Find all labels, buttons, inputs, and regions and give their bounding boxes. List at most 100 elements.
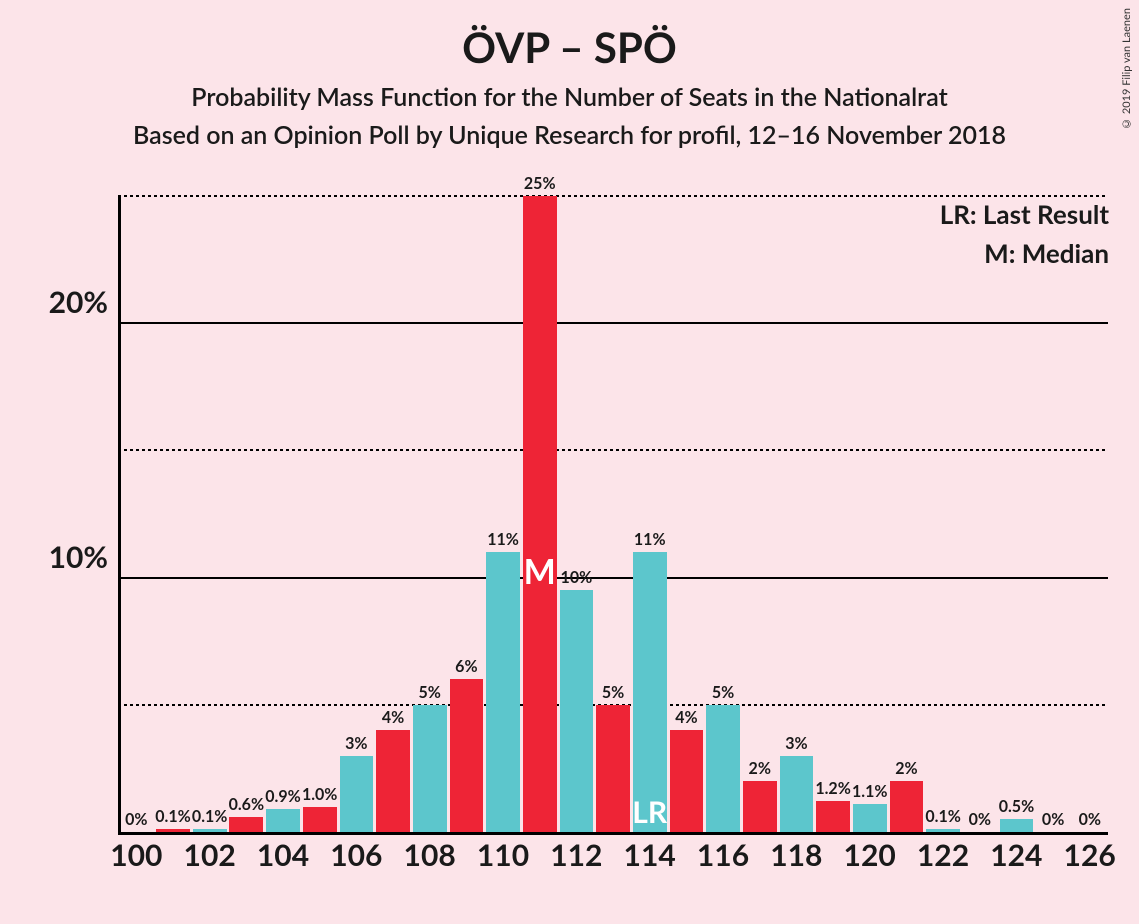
bar-value-label: 3% xyxy=(345,734,367,753)
bar: 3% xyxy=(340,756,374,832)
bar-slot: 5% xyxy=(411,196,448,832)
x-tick-label: 118 xyxy=(770,837,822,873)
x-tick-label: 126 xyxy=(1064,837,1116,873)
x-tick-label: 122 xyxy=(917,837,969,873)
bar-slot: 0% xyxy=(1035,196,1072,832)
bar-value-label: 0.6% xyxy=(229,795,264,814)
chart-title: ÖVP – SPÖ xyxy=(0,22,1139,72)
last-result-marker: LR xyxy=(632,794,667,830)
plot-area: 10%20% 0%0.1%0.1%0.6%0.9%1.0%3%4%5%6%11%… xyxy=(118,195,1108,835)
bar-slot: 11% xyxy=(485,196,522,832)
bar: 1.2% xyxy=(816,801,850,832)
bar: 5% xyxy=(596,705,630,832)
bar-slot: 0.1% xyxy=(191,196,228,832)
bar: 11%LR xyxy=(633,552,667,832)
bar-slot: 3% xyxy=(338,196,375,832)
bar: 6% xyxy=(450,679,484,832)
bar-slot: 4% xyxy=(668,196,705,832)
x-tick-label: 108 xyxy=(404,837,456,873)
bar-slot: 11% LR xyxy=(631,196,668,832)
bar: 25%M xyxy=(523,196,557,832)
bar: 2% xyxy=(890,781,924,832)
bar-value-label: 2% xyxy=(749,759,771,778)
bar-value-label: 4% xyxy=(382,708,404,727)
bar-slot: 0.6% xyxy=(228,196,265,832)
bar-value-label: 11% xyxy=(487,530,519,549)
bar-value-label: 3% xyxy=(785,734,807,753)
bar-value-label: 11% xyxy=(634,530,666,549)
bar: 0.9% xyxy=(266,809,300,832)
chart-titles: ÖVP – SPÖ Probability Mass Function for … xyxy=(0,0,1139,150)
bar-slot: 0% xyxy=(961,196,998,832)
bar-slot: 1.1% xyxy=(851,196,888,832)
x-tick-label: 112 xyxy=(550,837,602,873)
x-axis xyxy=(118,832,1108,835)
y-tick-label: 20% xyxy=(49,284,108,320)
bar-value-label: 10% xyxy=(561,568,593,587)
bar: 2% xyxy=(743,781,777,832)
bar-value-label: 1.2% xyxy=(815,779,850,798)
bar-slot: 0.1% xyxy=(925,196,962,832)
bar: 10% xyxy=(560,590,594,832)
chart-subtitle-1: Probability Mass Function for the Number… xyxy=(0,82,1139,112)
bar-slot: 3% xyxy=(778,196,815,832)
bar-slot: 6% xyxy=(448,196,485,832)
x-tick-label: 102 xyxy=(184,837,236,873)
bar-value-label: 6% xyxy=(455,657,477,676)
bar: 1.1% xyxy=(853,804,887,832)
bar: 5% xyxy=(706,705,740,832)
copyright-text: © 2019 Filip van Laenen xyxy=(1120,8,1133,130)
bar-value-label: 0.1% xyxy=(155,807,190,826)
bar-slot: 1.0% xyxy=(301,196,338,832)
x-tick-label: 124 xyxy=(990,837,1042,873)
bar-slot: 5% xyxy=(705,196,742,832)
bar-slot: 1.2% xyxy=(815,196,852,832)
bar-value-label: 0.1% xyxy=(192,807,227,826)
bar-value-label: 4% xyxy=(675,708,697,727)
bar-value-label: 5% xyxy=(602,683,624,702)
bar-slot: 25%M xyxy=(521,196,558,832)
x-tick-labels: 1001021041061081101121141161181201221241… xyxy=(118,837,1108,877)
chart-subtitle-2: Based on an Opinion Poll by Unique Resea… xyxy=(0,120,1139,150)
bar: 5% xyxy=(413,705,447,832)
bar-slot: 0.5% xyxy=(998,196,1035,832)
bar-slot: 2% xyxy=(741,196,778,832)
bar: 3% xyxy=(780,756,814,832)
median-marker: M xyxy=(524,551,556,592)
x-tick-label: 104 xyxy=(257,837,309,873)
bar-slot: 0.1% xyxy=(155,196,192,832)
bar-slot: 4% xyxy=(375,196,412,832)
bar: 4% xyxy=(670,730,704,832)
bar-slot: 2% xyxy=(888,196,925,832)
x-tick-label: 110 xyxy=(477,837,529,873)
bar: 0.5% xyxy=(1000,819,1034,832)
bar-value-label: 0% xyxy=(969,810,991,829)
y-tick-label: 10% xyxy=(49,539,108,575)
bar-value-label: 0.5% xyxy=(999,797,1034,816)
bar-slot: 0% xyxy=(1071,196,1108,832)
bar-value-label: 5% xyxy=(712,683,734,702)
bar: 0.6% xyxy=(229,817,263,832)
bar: 0.1% xyxy=(156,829,190,832)
bar-value-label: 0% xyxy=(1042,810,1064,829)
bar-value-label: 1.0% xyxy=(302,785,337,804)
x-tick-label: 120 xyxy=(844,837,896,873)
bar: 11% xyxy=(486,552,520,832)
bar: 0.1% xyxy=(193,829,227,832)
bar-value-label: 0% xyxy=(1079,810,1101,829)
bar-value-label: 5% xyxy=(419,683,441,702)
bar-value-label: 2% xyxy=(895,759,917,778)
bar-value-label: 0% xyxy=(125,810,147,829)
bar-slot: 0% xyxy=(118,196,155,832)
bar: 4% xyxy=(376,730,410,832)
bar-value-label: 0.1% xyxy=(925,807,960,826)
x-tick-label: 100 xyxy=(110,837,162,873)
bar: 1.0% xyxy=(303,807,337,832)
x-tick-label: 116 xyxy=(697,837,749,873)
bar: 0.1% xyxy=(926,829,960,832)
x-tick-label: 114 xyxy=(624,837,676,873)
bar-slot: 0.9% xyxy=(265,196,302,832)
x-tick-label: 106 xyxy=(330,837,382,873)
bar-value-label: 1.1% xyxy=(852,782,887,801)
bars-container: 0%0.1%0.1%0.6%0.9%1.0%3%4%5%6%11%25%M10%… xyxy=(118,196,1108,832)
